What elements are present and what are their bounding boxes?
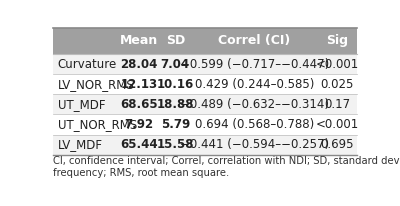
Bar xyxy=(192,74,317,94)
Bar xyxy=(53,94,119,115)
Bar xyxy=(119,94,159,115)
Text: 68.65: 68.65 xyxy=(120,98,158,111)
Text: 0.17: 0.17 xyxy=(324,98,350,111)
Bar xyxy=(53,115,119,135)
Text: UT_MDF: UT_MDF xyxy=(58,98,105,111)
Bar xyxy=(119,28,159,54)
Bar xyxy=(317,94,357,115)
Text: Curvature: Curvature xyxy=(58,58,117,71)
Bar xyxy=(192,94,317,115)
Text: Sig: Sig xyxy=(326,34,348,47)
Text: 0.694 (0.568–0.788): 0.694 (0.568–0.788) xyxy=(195,118,314,131)
Text: 15.58: 15.58 xyxy=(156,138,194,151)
Text: SD: SD xyxy=(166,34,185,47)
Text: Correl (CI): Correl (CI) xyxy=(218,34,291,47)
Bar xyxy=(159,135,192,155)
Bar xyxy=(53,54,119,74)
Text: 12.13: 12.13 xyxy=(120,78,158,91)
Text: 18.88: 18.88 xyxy=(156,98,194,111)
Bar xyxy=(317,28,357,54)
Bar xyxy=(317,115,357,135)
Bar xyxy=(159,54,192,74)
Bar xyxy=(53,135,119,155)
Text: LV_MDF: LV_MDF xyxy=(58,138,103,151)
Bar xyxy=(53,28,119,54)
Bar xyxy=(317,54,357,74)
Text: UT_NOR_RMS: UT_NOR_RMS xyxy=(58,118,137,131)
Bar xyxy=(53,74,119,94)
Text: −0.489 (−0.632–−0.314): −0.489 (−0.632–−0.314) xyxy=(180,98,329,111)
Text: 7.04: 7.04 xyxy=(161,58,190,71)
Text: 5.79: 5.79 xyxy=(161,118,190,131)
Text: 10.16: 10.16 xyxy=(157,78,194,91)
Bar xyxy=(192,115,317,135)
Bar xyxy=(317,74,357,94)
Text: CI, confidence interval; Correl, correlation with NDI; SD, standard deviation; M: CI, confidence interval; Correl, correla… xyxy=(53,156,400,178)
Text: 0.695: 0.695 xyxy=(320,138,354,151)
Text: 0.025: 0.025 xyxy=(320,78,354,91)
Bar xyxy=(159,28,192,54)
Bar xyxy=(119,54,159,74)
Bar xyxy=(119,74,159,94)
Bar xyxy=(159,115,192,135)
Text: −0.441 (−0.594–−0.257): −0.441 (−0.594–−0.257) xyxy=(180,138,329,151)
Bar xyxy=(159,94,192,115)
Text: 28.04: 28.04 xyxy=(120,58,158,71)
Bar xyxy=(192,135,317,155)
Bar xyxy=(119,135,159,155)
Bar xyxy=(192,28,317,54)
Bar xyxy=(159,74,192,94)
Bar xyxy=(317,135,357,155)
Bar xyxy=(119,115,159,135)
Text: 0.429 (0.244–0.585): 0.429 (0.244–0.585) xyxy=(195,78,314,91)
Text: <0.001: <0.001 xyxy=(316,58,359,71)
Text: <0.001: <0.001 xyxy=(316,118,359,131)
Text: −0.599 (−0.717–−0.447): −0.599 (−0.717–−0.447) xyxy=(180,58,329,71)
Text: LV_NOR_RMS: LV_NOR_RMS xyxy=(58,78,134,91)
Text: 7.92: 7.92 xyxy=(124,118,154,131)
Bar xyxy=(192,54,317,74)
Text: 65.44: 65.44 xyxy=(120,138,158,151)
Text: Mean: Mean xyxy=(120,34,158,47)
